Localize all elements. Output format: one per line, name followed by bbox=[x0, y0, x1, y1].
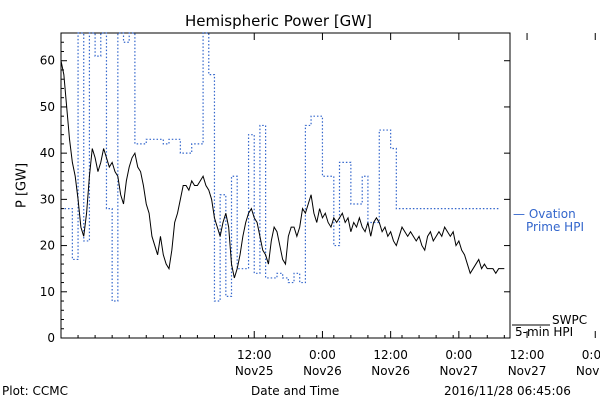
x-tick-time-label: 0:00 bbox=[445, 348, 472, 362]
x-tick-time-label: 0:00 bbox=[309, 348, 336, 362]
y-tick-label: 50 bbox=[40, 100, 55, 114]
timestamp: 2016/11/28 06:45:06 bbox=[444, 384, 571, 398]
x-tick-time-label: 12:00 bbox=[373, 348, 408, 362]
series-swpc-line bbox=[60, 60, 505, 279]
x-tick-date-label: Nov26 bbox=[371, 364, 410, 378]
x-tick-time-label: 0:00 bbox=[582, 348, 600, 362]
x-axis-label: Date and Time bbox=[251, 384, 340, 398]
x-tick-date-label: Nov25 bbox=[235, 364, 274, 378]
x-tick-date-label: Nov28 bbox=[576, 364, 600, 378]
y-tick-label: 0 bbox=[47, 331, 55, 345]
x-tick-time-label: 12:00 bbox=[237, 348, 272, 362]
x-tick-time-label: 12:00 bbox=[510, 348, 545, 362]
legend-ovation-line1: — Ovation bbox=[513, 207, 576, 221]
legend-swpc-line1: SWPC bbox=[552, 313, 588, 327]
y-tick-label: 60 bbox=[40, 54, 55, 68]
legend-swpc-line2: 5-min HPI bbox=[515, 325, 574, 339]
series-ovation-line bbox=[61, 32, 500, 302]
y-tick-label: 10 bbox=[40, 285, 55, 299]
y-tick-label: 20 bbox=[40, 239, 55, 253]
plot-credit: Plot: CCMC bbox=[2, 384, 68, 398]
plot-frame bbox=[60, 32, 511, 339]
y-tick-label: 40 bbox=[40, 146, 55, 160]
chart-title: Hemispheric Power [GW] bbox=[185, 12, 372, 30]
x-tick-date-label: Nov27 bbox=[508, 364, 547, 378]
y-tick-label: 30 bbox=[40, 192, 55, 206]
x-tick-date-label: Nov27 bbox=[439, 364, 478, 378]
x-tick-date-label: Nov26 bbox=[303, 364, 342, 378]
y-axis-label: P [GW] bbox=[14, 162, 30, 209]
legend-ovation-line2: Prime HPI bbox=[526, 220, 584, 234]
